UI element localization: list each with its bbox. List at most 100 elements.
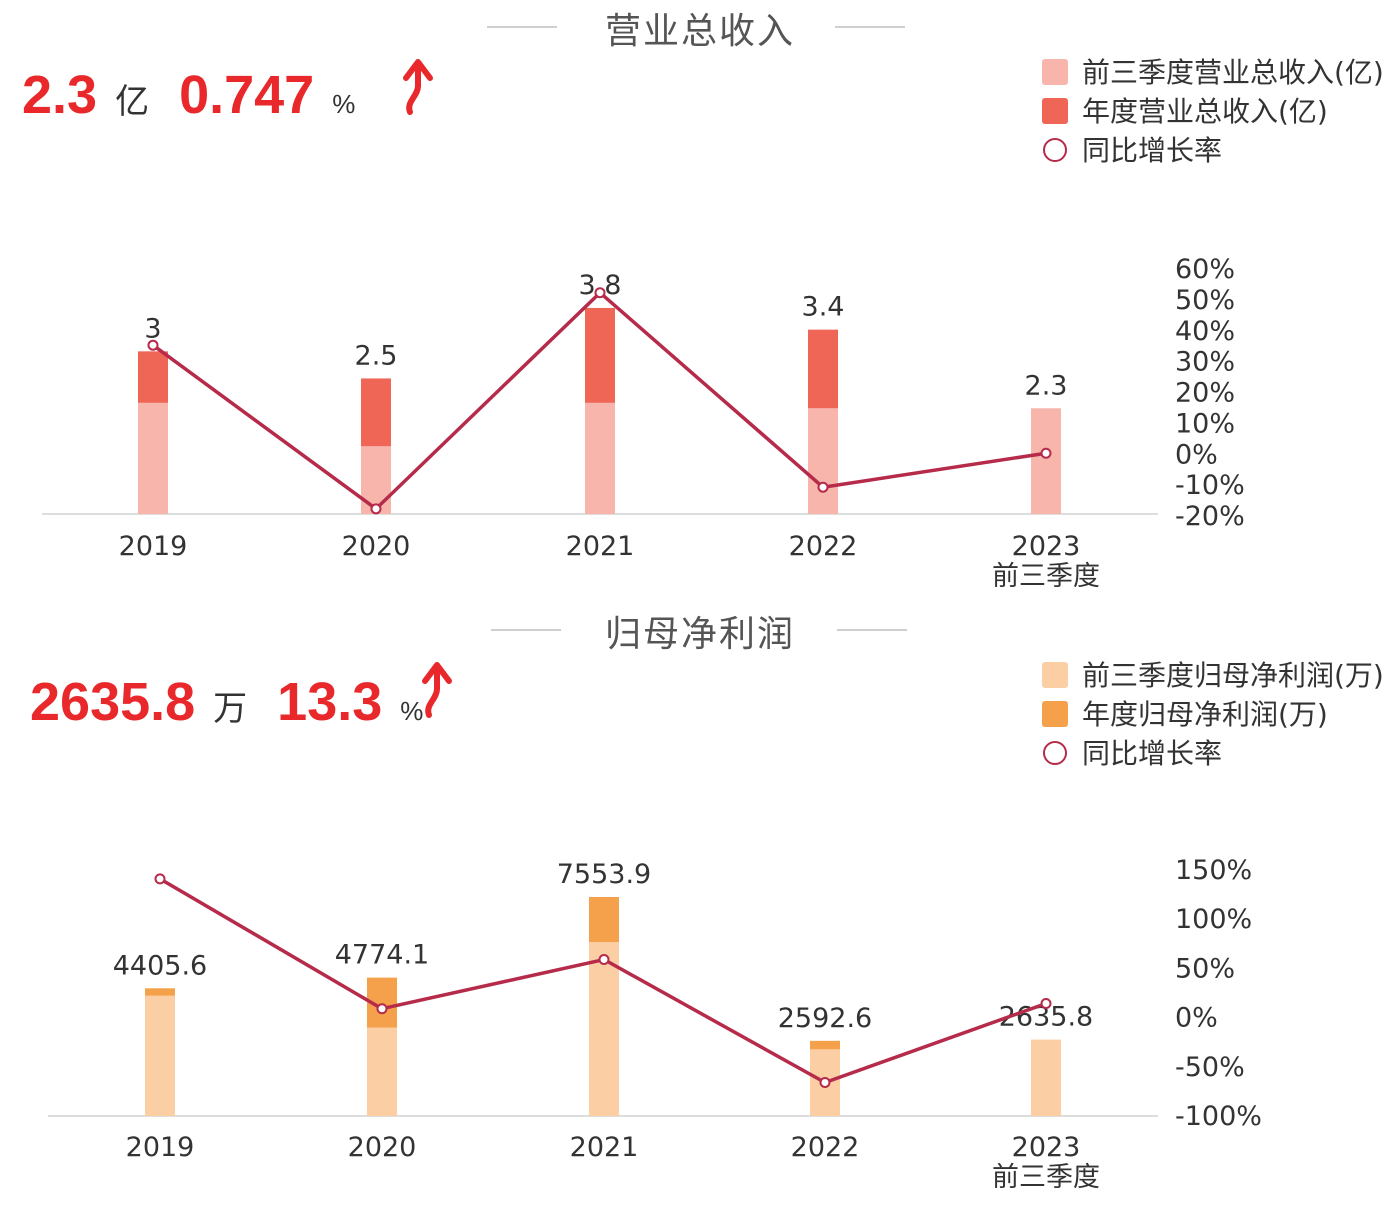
chart-plot: 60%50%40%30%20%10%0%-10%-20%32.53.83.42.… (42, 254, 1245, 592)
legend-swatch-q3 (1042, 59, 1068, 85)
bar-data-label: 2.5 (355, 340, 398, 371)
legend-marker-growth (1043, 138, 1067, 162)
growth-rate-point-1 (376, 1003, 388, 1015)
net-profit-panel: 归母净利润 2635.8 万 13.3% 前三季度归母净利润(万) 年度归母净利润(… (0, 603, 1400, 1209)
kpi-unit: 亿 (115, 83, 150, 121)
title-rule-right (837, 629, 907, 631)
chart-title: 营业总收入 (604, 11, 795, 52)
bar-data-label: 3 (144, 313, 161, 344)
y-right-tick-label: -20% (1175, 501, 1245, 532)
y-right-tick-label: 50% (1175, 285, 1235, 316)
legend-label-annual: 年度营业总收入(亿) (1082, 95, 1328, 128)
bar-data-label: 4405.6 (113, 950, 207, 981)
y-right-tick-label: 60% (1175, 254, 1235, 285)
kpi-unit: 万 (213, 690, 248, 728)
legend-swatch-annual (1042, 98, 1068, 124)
y-right-tick-label: 30% (1175, 347, 1235, 378)
bar-annual-3 (810, 1040, 840, 1050)
legend-swatch-q3 (1042, 662, 1068, 688)
growth-rate-point-3 (819, 1077, 831, 1089)
legend: 前三季度营业总收入(亿) 年度营业总收入(亿) 同比增长率 (1042, 53, 1384, 170)
growth-rate-point-2 (598, 954, 610, 966)
y-right-tick-label: 20% (1175, 378, 1235, 409)
bar-data-label: 4774.1 (335, 940, 429, 971)
x-tick-label: 前三季度 (992, 561, 1100, 592)
legend-item-q3: 前三季度归母净利润(万) (1042, 656, 1384, 695)
title-rule-left (491, 629, 561, 631)
bar-data-label: 2.3 (1025, 370, 1068, 401)
x-tick-label: 2023 (1012, 531, 1081, 562)
legend-marker-growth (1043, 741, 1067, 765)
y-right-tick-label: 40% (1175, 316, 1235, 347)
legend-label-growth: 同比增长率 (1082, 134, 1223, 167)
x-tick-label: 前三季度 (992, 1162, 1100, 1193)
x-tick-label: 2019 (126, 1132, 195, 1163)
x-tick-label: 2021 (570, 1132, 639, 1163)
legend-label-growth: 同比增长率 (1082, 737, 1223, 770)
legend-item-growth: 同比增长率 (1042, 131, 1384, 170)
title-rule-left (487, 26, 557, 28)
legend-label-q3: 前三季度营业总收入(亿) (1082, 56, 1384, 89)
bar-q3-2 (589, 942, 619, 1116)
bar-annual-1 (361, 378, 391, 447)
x-tick-label: 2019 (119, 531, 188, 562)
y-right-tick-label: -100% (1175, 1101, 1262, 1132)
bar-q3-0 (138, 402, 168, 514)
legend-item-q3: 前三季度营业总收入(亿) (1042, 53, 1384, 92)
legend-swatch-annual (1042, 701, 1068, 727)
growth-rate-point-2 (594, 287, 606, 299)
y-right-tick-label: 0% (1175, 1003, 1218, 1034)
y-right-tick-label: 10% (1175, 408, 1235, 439)
kpi-growth-unit: % (332, 89, 356, 119)
bar-data-label: 2592.6 (778, 1003, 872, 1034)
growth-rate-point-4 (1040, 447, 1052, 459)
bar-annual-0 (145, 988, 175, 996)
growth-rate-point-4 (1040, 998, 1052, 1010)
kpi-growth: 0.747 (179, 65, 315, 125)
bar-q3-4 (1031, 1039, 1061, 1116)
title-rule-right (835, 26, 905, 28)
x-tick-label: 2022 (791, 1132, 860, 1163)
kpi-row: 2635.8 万 13.3% (30, 671, 423, 733)
y-right-tick-label: 100% (1175, 904, 1252, 935)
legend-item-growth: 同比增长率 (1042, 734, 1384, 773)
y-right-tick-label: 150% (1175, 855, 1252, 886)
chart-plot: 150% 100% 50% 0% -50% -100% 4405.6 4774.1 7553.9… (48, 855, 1262, 1193)
bar-data-label: 3.4 (802, 292, 845, 323)
bar-annual-0 (138, 351, 168, 403)
growth-rate-point-0 (147, 339, 159, 351)
trend-up-arrow-icon (403, 59, 433, 115)
legend-label-q3: 前三季度归母净利润(万) (1082, 659, 1384, 692)
bar-annual-2 (585, 307, 615, 403)
chart-title: 归母净利润 (604, 614, 795, 655)
y-right-tick-label: 50% (1175, 953, 1235, 984)
bar-q3-2 (585, 402, 615, 514)
growth-rate-point-0 (154, 873, 166, 885)
y-right-tick-label: -10% (1175, 470, 1245, 501)
legend-item-annual: 年度营业总收入(亿) (1042, 92, 1384, 131)
y-right-tick-label: -50% (1175, 1052, 1245, 1083)
x-tick-label: 2023 (1012, 1132, 1081, 1163)
kpi-value: 2.3 (22, 65, 98, 125)
legend-label-annual: 年度归母净利润(万) (1082, 698, 1328, 731)
legend: 前三季度归母净利润(万) 年度归母净利润(万) 同比增长率 (1042, 656, 1384, 773)
bar-q3-1 (367, 1027, 397, 1116)
bar-data-label: 7553.9 (557, 859, 651, 890)
bar-q3-4 (1031, 408, 1061, 514)
revenue-panel: 营业总收入 2.3 亿 0.747% 前三季度营业总收入(亿) 年度营业总收入(亿)… (22, 11, 1384, 592)
bar-q3-0 (145, 995, 175, 1116)
trend-up-arrow-icon (422, 662, 452, 718)
kpi-growth-unit: % (400, 696, 424, 726)
growth-rate-point-1 (370, 503, 382, 515)
bar-q3-3 (808, 408, 838, 514)
kpi-growth: 13.3 (277, 672, 383, 732)
x-tick-label: 2020 (342, 531, 411, 562)
bar-annual-2 (589, 897, 619, 943)
x-tick-label: 2020 (348, 1132, 417, 1163)
growth-rate-point-3 (817, 481, 829, 493)
kpi-row: 2.3 亿 0.747% (22, 64, 355, 126)
kpi-value: 2635.8 (30, 672, 196, 732)
y-right-tick-label: 0% (1175, 439, 1218, 470)
legend-item-annual: 年度归母净利润(万) (1042, 695, 1384, 734)
x-tick-label: 2021 (566, 531, 635, 562)
